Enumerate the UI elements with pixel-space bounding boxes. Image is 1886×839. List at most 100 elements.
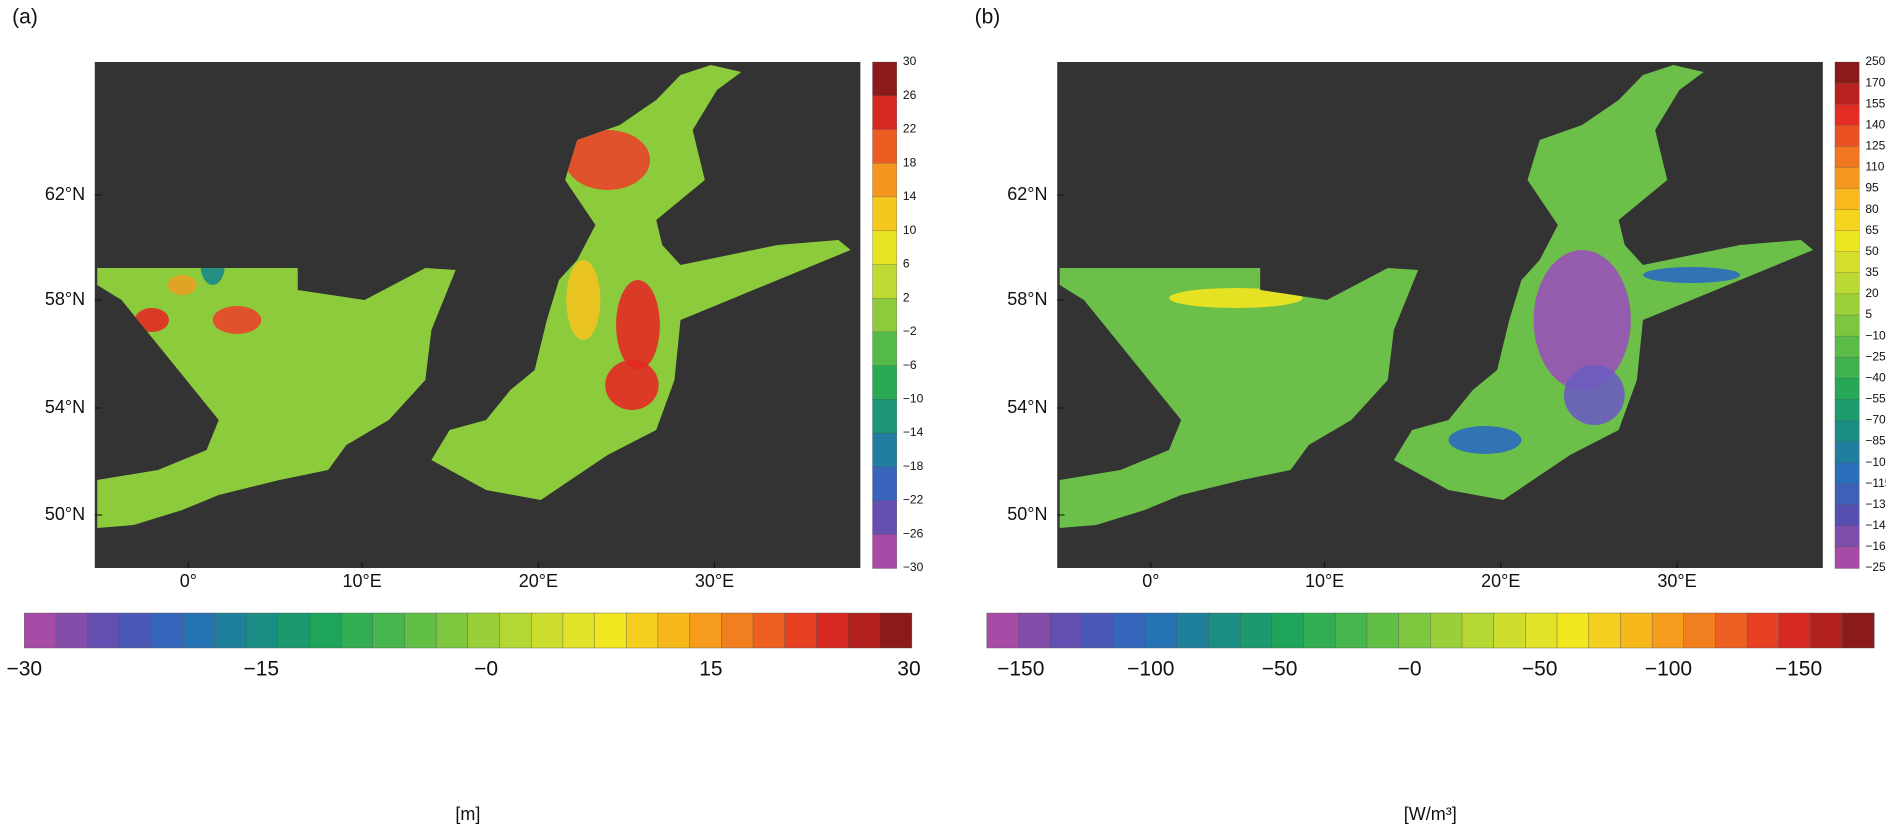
panel-label: (a) xyxy=(12,6,38,29)
colorbar-swatch xyxy=(499,612,532,649)
colorbar-label: 95 xyxy=(1865,181,1879,195)
colorbar-swatch xyxy=(872,500,897,535)
colorbar-swatch xyxy=(531,612,564,649)
colorbar-label: −30 xyxy=(903,560,924,574)
colorbar-swatch xyxy=(277,612,311,649)
colorbar-swatch xyxy=(1271,612,1305,649)
colorbar-label: −130 xyxy=(1865,497,1886,511)
colorbar-swatch xyxy=(214,612,247,649)
colorbar-swatch xyxy=(872,264,897,299)
colorbar-label: 80 xyxy=(1865,202,1879,216)
colorbar-label: 35 xyxy=(1865,265,1879,279)
colorbar-swatch xyxy=(1335,612,1368,649)
field-patch xyxy=(565,130,651,190)
colorbar-swatch xyxy=(1834,483,1860,506)
field-patch xyxy=(616,280,660,370)
colorbar-swatch xyxy=(1144,612,1178,649)
colorbar-swatch xyxy=(435,612,469,649)
colorbar-label: −160 xyxy=(1865,539,1886,553)
colorbar-swatch xyxy=(24,612,57,649)
colorbar-swatch xyxy=(309,612,342,649)
colorbar-label: −50 xyxy=(1262,658,1298,681)
lon-tick-label: 0° xyxy=(1142,571,1159,591)
colorbar-swatch xyxy=(340,612,374,649)
lat-tick-label: 50°N xyxy=(45,504,85,524)
colorbar-label: 125 xyxy=(1865,139,1885,153)
colorbar-swatch xyxy=(372,612,406,649)
colorbar-label: −22 xyxy=(903,493,924,507)
colorbar-label: 110 xyxy=(1865,160,1884,174)
colorbar-label: 140 xyxy=(1865,117,1885,131)
colorbar-swatch xyxy=(1651,612,1685,649)
colorbar-label: −26 xyxy=(903,526,924,540)
colorbar-label: −0 xyxy=(1398,658,1422,681)
colorbar-swatch xyxy=(182,612,216,649)
colorbar-label: −0 xyxy=(474,658,498,681)
lon-tick-label: 20°E xyxy=(519,571,558,591)
colorbar-label: −25 xyxy=(1865,349,1886,363)
colorbar-swatch xyxy=(1556,612,1590,649)
colorbar-swatch xyxy=(1018,612,1051,649)
colorbar-swatch xyxy=(1683,612,1717,649)
colorbar-swatch xyxy=(245,612,279,649)
colorbar-label: −6 xyxy=(903,358,917,372)
colorbar-label: 22 xyxy=(903,122,917,136)
colorbar-swatch xyxy=(1049,612,1083,649)
colorbar-swatch xyxy=(986,612,1020,649)
colorbar-label: 15 xyxy=(699,658,722,681)
colorbar-swatch xyxy=(404,612,437,649)
colorbar-swatch xyxy=(1113,612,1146,649)
field-patch xyxy=(1642,267,1741,283)
colorbar-label: −250 xyxy=(1865,560,1886,574)
colorbar-swatch xyxy=(1620,612,1653,649)
colorbar-swatch xyxy=(752,612,786,649)
colorbar-label: 170 xyxy=(1865,75,1885,89)
colorbar-swatch xyxy=(1208,612,1241,649)
north-sea xyxy=(97,268,456,528)
lat-tick-label: 62°N xyxy=(45,184,85,204)
colorbar-swatch xyxy=(872,331,897,367)
colorbar-swatch xyxy=(1834,82,1860,105)
lat-tick-label: 58°N xyxy=(1007,289,1047,309)
colorbar-swatch xyxy=(467,612,501,649)
colorbar-label: −30 xyxy=(6,658,42,681)
lon-tick-label: 0° xyxy=(180,571,197,591)
colorbar-label: −150 xyxy=(997,658,1044,681)
colorbar-swatch xyxy=(1841,612,1875,649)
colorbar-swatch xyxy=(1366,612,1400,649)
colorbar-swatch xyxy=(1081,612,1115,649)
colorbar-swatch xyxy=(1430,612,1463,649)
unit-label: [W/m³] xyxy=(1404,804,1457,824)
colorbar-label: −50 xyxy=(1522,658,1558,681)
colorbar-swatch xyxy=(879,612,913,649)
colorbar-swatch xyxy=(1176,612,1210,649)
colorbar-swatch xyxy=(872,432,897,468)
colorbar-swatch xyxy=(1834,230,1860,253)
colorbar-swatch xyxy=(87,612,121,649)
colorbar-label: −55 xyxy=(1865,392,1886,406)
colorbar-swatch xyxy=(872,297,897,333)
colorbar-label: −100 xyxy=(1645,658,1692,681)
colorbar-swatch xyxy=(872,534,897,569)
colorbar-swatch xyxy=(1240,612,1273,649)
field-patch xyxy=(134,308,169,332)
colorbar-label: 2 xyxy=(903,290,910,304)
colorbar-swatch xyxy=(872,466,897,502)
colorbar-swatch xyxy=(872,196,897,232)
colorbar-label: −100 xyxy=(1127,658,1174,681)
colorbar-label: 6 xyxy=(903,257,910,271)
colorbar-swatch xyxy=(1834,335,1860,358)
colorbar-swatch xyxy=(1810,612,1843,649)
panel-label: (b) xyxy=(975,6,1001,29)
colorbar-swatch xyxy=(872,163,897,198)
colorbar-swatch xyxy=(1834,104,1860,126)
colorbar-swatch xyxy=(1834,167,1860,190)
colorbar-swatch xyxy=(119,612,152,649)
colorbar-swatch xyxy=(1303,612,1336,649)
colorbar-label: 30 xyxy=(903,54,917,68)
colorbar-label: 14 xyxy=(903,189,917,203)
field-patch xyxy=(566,260,601,340)
lat-tick-label: 58°N xyxy=(45,289,85,309)
